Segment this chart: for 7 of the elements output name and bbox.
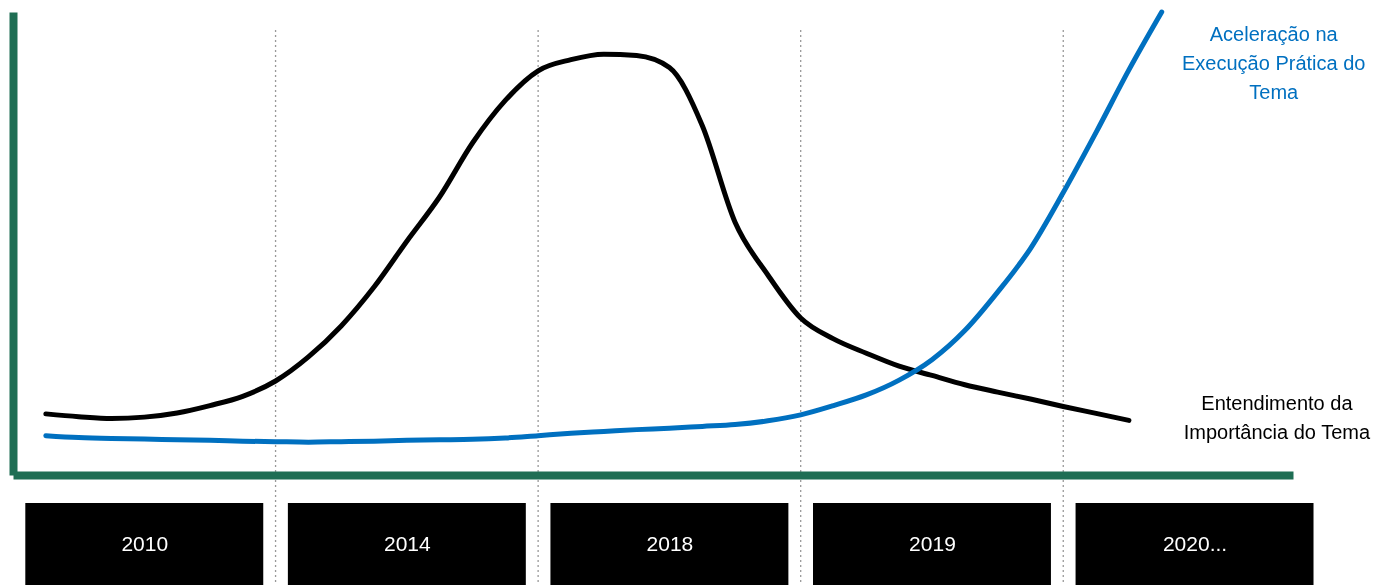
x-tick-label: 2019 [909, 531, 956, 555]
series-label: Aceleração na Execução Prática do Tema [1182, 23, 1366, 103]
text: Entendimento da Importância do Tema [1183, 392, 1371, 444]
x-tick-label: 2018 [646, 531, 694, 555]
x-tick-label: 2014 [383, 531, 432, 555]
x-tick-label: 2020... [1162, 531, 1228, 555]
x-tick-label: 2010 [121, 531, 169, 555]
